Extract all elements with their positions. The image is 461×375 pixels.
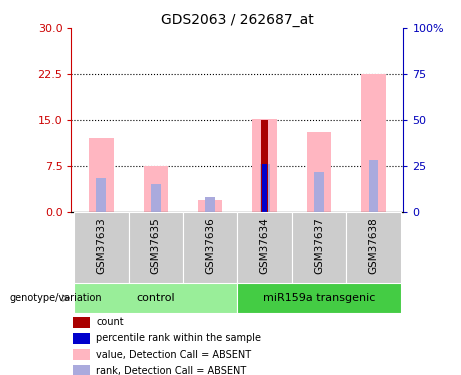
Text: value, Detection Call = ABSENT: value, Detection Call = ABSENT [96, 350, 251, 360]
Bar [96, 178, 106, 212]
Bar [237, 212, 292, 283]
Bar [73, 333, 90, 344]
Bar [368, 160, 378, 212]
Bar [307, 132, 331, 212]
Bar [143, 166, 168, 212]
Text: GSM37635: GSM37635 [151, 217, 161, 274]
Text: GSM37637: GSM37637 [314, 217, 324, 274]
Bar [314, 172, 324, 212]
Bar [361, 74, 386, 212]
Bar [183, 212, 237, 283]
Text: genotype/variation: genotype/variation [9, 293, 102, 303]
Text: rank, Detection Call = ABSENT: rank, Detection Call = ABSENT [96, 366, 246, 375]
Bar [198, 200, 223, 212]
Bar [346, 212, 401, 283]
Text: GSM37634: GSM37634 [260, 217, 270, 274]
Bar [73, 317, 90, 328]
Text: GSM37633: GSM37633 [96, 217, 106, 274]
Title: GDS2063 / 262687_at: GDS2063 / 262687_at [161, 13, 314, 27]
Bar [261, 120, 268, 212]
Bar [74, 283, 237, 313]
Bar [74, 212, 129, 283]
Bar [151, 184, 161, 212]
Bar [260, 164, 270, 212]
Bar [262, 164, 267, 212]
Bar [237, 283, 401, 313]
Text: percentile rank within the sample: percentile rank within the sample [96, 333, 261, 344]
Bar [252, 119, 277, 212]
Bar [73, 349, 90, 360]
Text: miR159a transgenic: miR159a transgenic [263, 293, 375, 303]
Bar [205, 196, 215, 212]
Text: GSM37638: GSM37638 [368, 217, 378, 274]
Text: count: count [96, 317, 124, 327]
Text: GSM37636: GSM37636 [205, 217, 215, 274]
Bar [73, 365, 90, 375]
Bar [89, 138, 113, 212]
Bar [292, 212, 346, 283]
Bar [129, 212, 183, 283]
Text: control: control [136, 293, 175, 303]
